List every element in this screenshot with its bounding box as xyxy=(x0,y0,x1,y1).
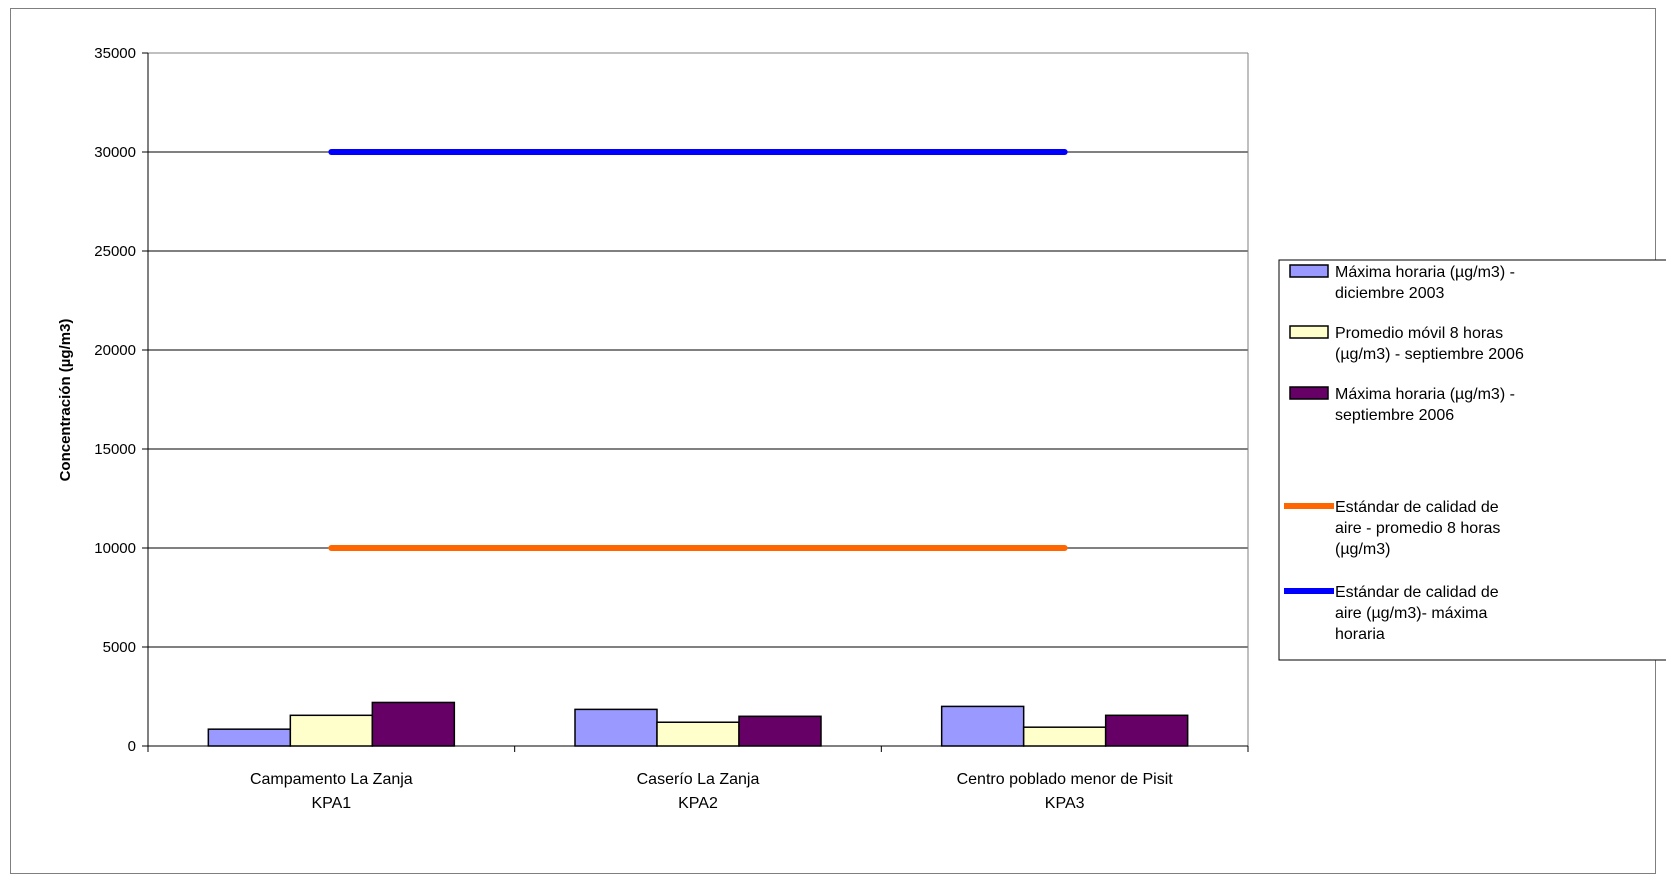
y-tick-labels: 0 5000 10000 15000 20000 25000 30000 35000 xyxy=(94,45,136,755)
x-category-label: KPA3 xyxy=(1045,795,1085,812)
bar-series-1-cat-1 xyxy=(207,728,292,747)
y-tick-label: 15000 xyxy=(94,441,136,458)
bar-series-3-cat-3 xyxy=(1104,714,1189,747)
legend-swatch xyxy=(1289,325,1329,339)
x-category-label: Campamento La Zanja xyxy=(250,771,413,788)
legend-entry: Máxima horaria (µg/m3) - diciembre 2003 xyxy=(1289,264,1515,302)
y-axis-label: Concentración (µg/m3) xyxy=(57,319,74,482)
axes xyxy=(142,52,1249,752)
legend-entry: Estándar de calidad de aire - promedio 8 … xyxy=(1284,499,1500,558)
legend: Máxima horaria (µg/m3) - diciembre 2003 Pr… xyxy=(1278,259,1666,661)
bar-series-2-cat-2 xyxy=(656,721,740,747)
y-tick-label: 30000 xyxy=(94,144,136,161)
legend-swatch xyxy=(1289,386,1329,400)
y-tick-label: 0 xyxy=(128,738,136,755)
legend-label: Máxima horaria (µg/m3) - xyxy=(1335,386,1515,403)
legend-entry: Promedio móvil 8 horas (µg/m3) - septiemb… xyxy=(1289,325,1524,363)
legend-label: (µg/m3) - septiembre 2006 xyxy=(1335,346,1524,363)
y-tick-label: 20000 xyxy=(94,342,136,359)
legend-label: aire (µg/m3)- máxima xyxy=(1335,605,1487,622)
legend-label: diciembre 2003 xyxy=(1335,285,1445,302)
legend-swatch xyxy=(1289,264,1329,278)
legend-entry: Máxima horaria (µg/m3) - septiembre 2006 xyxy=(1289,386,1515,424)
bar-series-2-cat-3 xyxy=(1022,726,1107,747)
bar-series-1-cat-3 xyxy=(940,705,1025,747)
legend-entry: Estándar de calidad de aire (µg/m3)- máxi… xyxy=(1284,584,1499,643)
bar-series-1-cat-2 xyxy=(574,708,658,747)
gridlines xyxy=(148,52,1248,648)
x-category-label: Centro poblado menor de Pisit xyxy=(957,771,1174,788)
legend-label: Máxima horaria (µg/m3) - xyxy=(1335,264,1515,281)
legend-label: horaria xyxy=(1335,626,1385,643)
y-tick-label: 10000 xyxy=(94,540,136,557)
x-category-label: KPA1 xyxy=(311,795,351,812)
y-tick-label: 35000 xyxy=(94,45,136,62)
bar-series-3-cat-1 xyxy=(371,701,456,747)
legend-label: Promedio móvil 8 horas xyxy=(1335,325,1503,342)
standard-lines xyxy=(328,149,1068,551)
legend-label: septiembre 2006 xyxy=(1335,407,1454,424)
y-tick-label: 25000 xyxy=(94,243,136,260)
bar-series-3-cat-2 xyxy=(738,715,822,747)
legend-label: Estándar de calidad de xyxy=(1335,499,1499,516)
legend-label: Estándar de calidad de xyxy=(1335,584,1499,601)
bar-series-2-cat-1 xyxy=(289,714,374,747)
legend-box xyxy=(1278,259,1666,661)
legend-label: aire - promedio 8 horas xyxy=(1335,520,1500,537)
x-category-label: Caserío La Zanja xyxy=(637,771,760,788)
x-category-label: KPA2 xyxy=(678,795,718,812)
bars xyxy=(207,701,1189,747)
y-tick-label: 5000 xyxy=(103,639,136,656)
x-category-labels: Campamento La Zanja KPA1 Caserío La Zanja K… xyxy=(250,771,1173,812)
legend-label: (µg/m3) xyxy=(1335,541,1390,558)
